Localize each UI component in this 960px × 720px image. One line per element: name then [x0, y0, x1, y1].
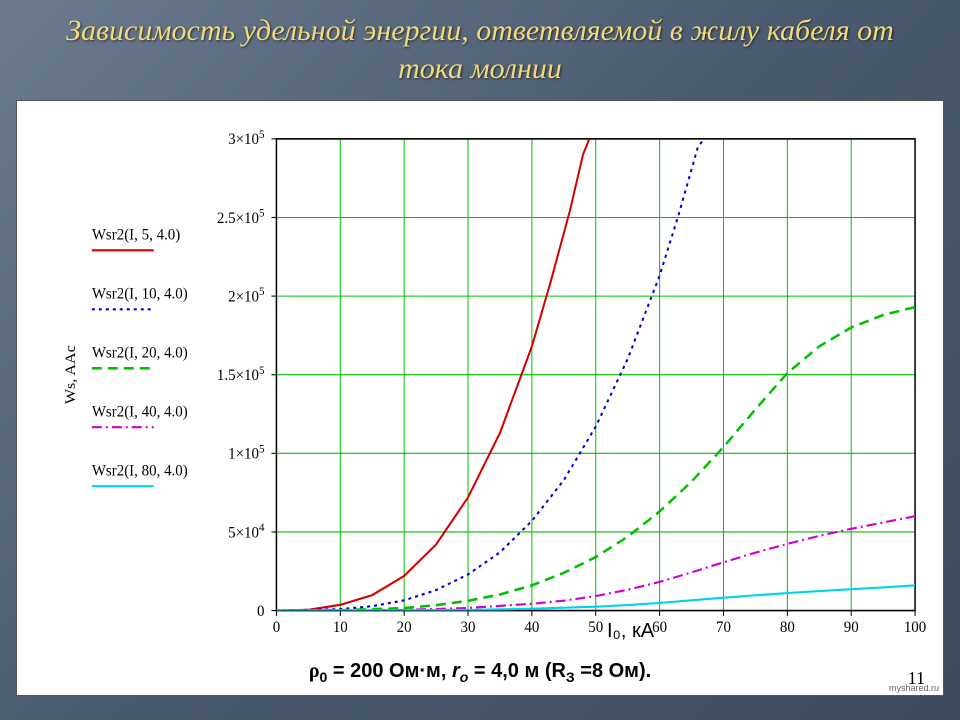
svg-text:80: 80 — [780, 619, 795, 637]
slide-title: Зависимость удельной энергии, ответвляем… — [0, 0, 960, 101]
svg-text:2×105: 2×105 — [228, 286, 265, 306]
svg-text:60: 60 — [652, 619, 667, 637]
chart-panel: 0 10 20 30 40 50 60 70 80 90 100 0 5×104 1×105 1.5×105… — [16, 100, 944, 696]
legend-item: Wsr2(I, 20, 4.0) — [92, 344, 188, 368]
legend-item: Wsr2(I, 40, 4.0) — [92, 403, 188, 427]
svg-text:1×105: 1×105 — [228, 443, 265, 463]
svg-text:3×105: 3×105 — [228, 128, 265, 148]
chart-svg: 0 10 20 30 40 50 60 70 80 90 100 0 5×104 1×105 1.5×105… — [17, 111, 943, 647]
svg-text:10: 10 — [333, 619, 348, 637]
svg-text:50: 50 — [588, 619, 603, 637]
svg-text:0: 0 — [273, 619, 281, 637]
caption: ρ0 = 200 Ом·м, ro = 4,0 м (RЗ =8 Ом). — [17, 660, 943, 685]
slide: Зависимость удельной энергии, ответвляем… — [0, 0, 960, 720]
svg-text:20: 20 — [397, 619, 412, 637]
svg-text:Wsr2(I, 10, 4.0): Wsr2(I, 10, 4.0) — [92, 285, 188, 303]
svg-text:Wsr2(I, 80, 4.0): Wsr2(I, 80, 4.0) — [92, 462, 188, 480]
svg-text:Wsr2(I, 20, 4.0): Wsr2(I, 20, 4.0) — [92, 344, 188, 362]
svg-text:0: 0 — [257, 602, 265, 620]
svg-text:Wsr2(I, 5, 4.0): Wsr2(I, 5, 4.0) — [92, 226, 180, 244]
svg-text:5×104: 5×104 — [228, 522, 265, 542]
legend-item: Wsr2(I, 80, 4.0) — [92, 462, 188, 486]
x-axis-label: I₀, кА — [607, 620, 654, 643]
watermark: myshared.ru — [889, 683, 939, 693]
svg-text:30: 30 — [461, 619, 476, 637]
svg-text:Wsr2(I, 40, 4.0): Wsr2(I, 40, 4.0) — [92, 403, 188, 421]
svg-text:70: 70 — [716, 619, 731, 637]
svg-text:100: 100 — [904, 619, 927, 637]
legend-item: Wsr2(I, 5, 4.0) — [92, 226, 180, 250]
svg-text:1.5×105: 1.5×105 — [217, 364, 265, 384]
svg-text:90: 90 — [844, 619, 859, 637]
svg-text:40: 40 — [524, 619, 539, 637]
svg-text:Ws, AAc: Ws, AAc — [62, 345, 78, 404]
svg-text:2.5×105: 2.5×105 — [217, 207, 265, 227]
legend-item: Wsr2(I, 10, 4.0) — [92, 285, 188, 309]
